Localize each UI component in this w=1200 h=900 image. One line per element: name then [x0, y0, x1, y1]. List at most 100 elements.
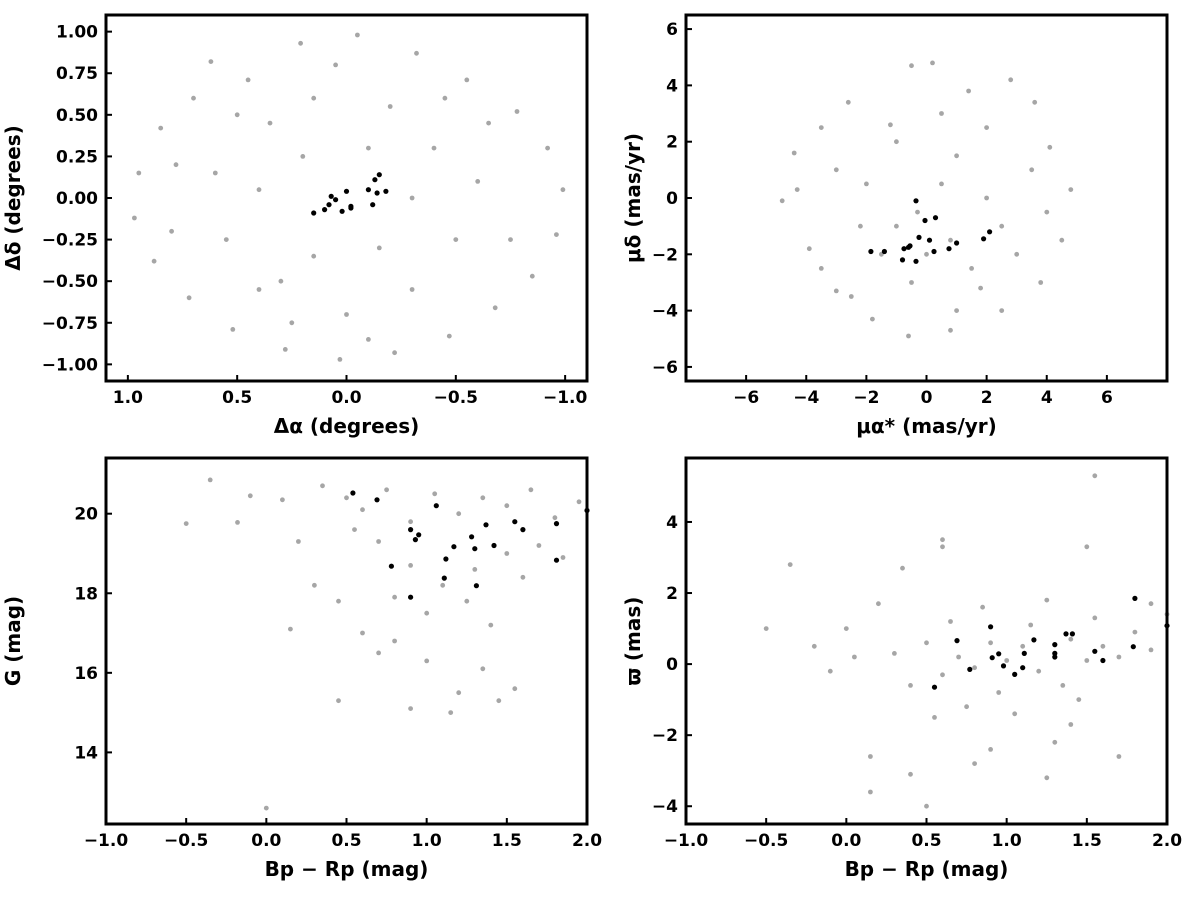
field-star-point — [1148, 647, 1154, 653]
y-axis-label: μδ (mas/yr) — [621, 133, 645, 263]
member-star-point — [932, 215, 939, 221]
field-star-point — [940, 537, 945, 543]
member-star-point — [946, 246, 952, 252]
member-star-point — [416, 532, 422, 538]
member-star-point — [981, 236, 987, 242]
field-star-point — [376, 539, 381, 544]
field-star-point — [183, 521, 189, 526]
x-tick-label: 0.0 — [331, 388, 361, 408]
y-tick-label: 0.75 — [56, 64, 98, 84]
field-star-point — [256, 287, 262, 292]
field-star-point — [915, 209, 920, 215]
field-star-point — [1028, 622, 1034, 628]
x-tick-label: −2 — [853, 388, 879, 408]
x-axis-label: Bp − Rp (mag) — [265, 857, 429, 881]
member-star-point — [311, 210, 317, 216]
field-star-point — [787, 562, 793, 567]
field-star-point — [833, 288, 839, 294]
member-star-point — [881, 248, 888, 255]
axes-frame — [104, 456, 589, 826]
field-star-point — [512, 686, 518, 692]
field-star-point — [312, 582, 317, 588]
field-star-point — [245, 77, 251, 83]
member-star-point — [374, 190, 380, 196]
field-star-point — [387, 104, 393, 109]
field-star-point — [464, 77, 470, 83]
field-star-point — [1044, 597, 1050, 603]
member-star-point — [326, 202, 332, 208]
y-tick-label: −2 — [652, 726, 678, 746]
field-star-point — [520, 574, 526, 580]
y-tick-label: 4 — [666, 76, 678, 96]
field-star-point — [908, 771, 913, 777]
member-star-point — [954, 240, 960, 246]
field-star-point — [234, 112, 240, 118]
member-star-point — [365, 187, 371, 193]
field-star-point — [475, 179, 481, 184]
field-star-point — [191, 95, 196, 101]
field-star-point — [336, 598, 341, 604]
member-star-point — [1132, 595, 1138, 602]
field-star-point — [529, 273, 535, 279]
field-star-point — [376, 650, 381, 656]
field-star-point — [868, 789, 873, 795]
y-axis-label: G (mag) — [1, 596, 25, 686]
field-star-point — [843, 626, 849, 631]
field-star-point — [472, 567, 478, 572]
field-star-point — [446, 333, 452, 339]
field-star-point — [858, 223, 863, 229]
y-axis-label: Δδ (degrees) — [1, 125, 25, 271]
field-star-point — [409, 287, 415, 292]
field-star-point — [488, 622, 494, 628]
field-star-point — [442, 95, 448, 101]
y-tick-label: −1.00 — [42, 355, 98, 375]
field-star-point — [208, 59, 214, 64]
field-star-point — [173, 162, 179, 168]
y-tick-label: −2 — [652, 245, 678, 265]
field-star-point — [492, 305, 498, 311]
field-star-point — [456, 511, 462, 517]
member-star-point — [1021, 650, 1027, 657]
field-star-point — [978, 285, 983, 291]
field-star-point — [900, 565, 905, 571]
field-star-point — [432, 491, 438, 497]
panel-sky-position: 1.0 0.5 0.0 −0.5 −1.0 1.00 0.75 0.50 0.25 0.00 −0.… — [1, 13, 589, 438]
field-star-point — [894, 223, 899, 229]
field-star-point — [1132, 629, 1138, 635]
x-tick-label: −1.0 — [84, 831, 129, 851]
field-star-point — [366, 145, 371, 151]
field-star-point — [408, 706, 413, 711]
field-star-point — [320, 483, 325, 489]
member-star-point — [483, 522, 489, 528]
field-star-point — [924, 640, 929, 646]
field-star-point — [376, 245, 382, 251]
field-star-point — [988, 747, 993, 752]
x-tick-label: −1.0 — [664, 831, 709, 851]
y-tick-label: 0.25 — [56, 147, 98, 167]
member-star-point — [931, 248, 937, 255]
field-star-point — [999, 223, 1005, 229]
field-star-point — [833, 167, 839, 173]
member-star-point — [491, 542, 497, 549]
y-tick-label: 2 — [666, 584, 678, 604]
member-star-point — [374, 497, 380, 503]
field-star-point — [939, 111, 944, 116]
member-star-point — [383, 188, 389, 194]
field-star-point — [223, 237, 229, 243]
field-star-point — [864, 181, 869, 187]
field-star-point — [311, 95, 317, 101]
field-star-point — [528, 487, 534, 493]
field-star-point — [282, 347, 288, 352]
x-axis-label: Bp − Rp (mag) — [845, 857, 1009, 881]
field-star-point — [424, 658, 430, 664]
member-star-point — [868, 248, 874, 255]
axes-frame — [104, 13, 589, 383]
field-star-point — [894, 139, 899, 145]
member-star-point — [1100, 657, 1106, 664]
member-star-point — [1031, 637, 1037, 643]
x-tick-label: 0.5 — [331, 831, 361, 851]
field-star-point — [136, 170, 142, 176]
field-star-point — [496, 698, 502, 704]
y-axis-label: ϖ (mas) — [621, 597, 645, 686]
